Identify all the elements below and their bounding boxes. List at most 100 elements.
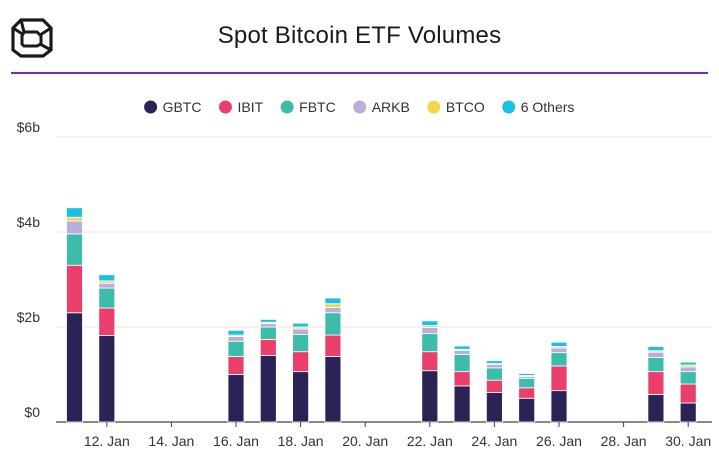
legend-item-6-others[interactable]: 6 Others [502,99,574,115]
bar-segment-gbtc[interactable] [292,371,310,423]
x-tick-label: 26. Jan [536,433,582,449]
bar-segment-gbtc[interactable] [324,356,342,423]
bar-segment-arkb[interactable] [227,336,245,342]
bar-segment-fbtc[interactable] [550,352,568,367]
bar-segment-arkb[interactable] [647,351,665,358]
bar-segment-btco[interactable] [66,216,83,222]
y-tick-label: $2b [17,309,41,325]
bar-segment-ibit[interactable] [292,351,310,373]
bar-segment-gbtc[interactable] [421,370,439,423]
bar-segment-gbtc[interactable] [453,385,471,423]
bar-segment-ibit[interactable] [324,334,342,357]
bar-segment-6-others[interactable] [227,329,245,336]
bar-segment-gbtc[interactable] [647,394,665,423]
legend-item-ibit[interactable]: IBIT [218,99,264,115]
bar-segment-6-others[interactable] [66,207,83,218]
x-axis-ticks: 12. Jan 14. Jan 16. Jan 18. Jan 20. Jan 22. J… [84,422,711,449]
bar-segment-gbtc[interactable] [679,402,697,423]
bar-segment-6-others[interactable] [292,322,310,328]
legend-swatch [427,100,441,114]
x-tick-label: 30. Jan [665,433,711,449]
y-axis-ticks: $0 $2b $4b $6b [17,119,41,420]
bar-segment-6-others[interactable] [259,318,277,323]
bar-segment-gbtc[interactable] [66,312,83,423]
bar-segment-6-others[interactable] [679,361,697,366]
gridlines [56,136,712,423]
bar-segment-arkb[interactable] [98,282,116,289]
bar-segment-ibit[interactable] [66,264,83,314]
bar-segment-ibit[interactable] [421,351,439,372]
bar-segment-arkb[interactable] [292,328,310,335]
legend-item-btco[interactable]: BTCO [427,99,485,115]
legend-swatch [502,100,516,114]
x-tick-label: 22. Jan [407,433,453,449]
bar-segment-arkb[interactable] [259,323,277,328]
chart-header: Spot Bitcoin ETF Volumes [0,0,719,74]
y-tick-label: $0 [24,404,40,420]
bar-segment-fbtc[interactable] [66,233,83,266]
bar-segment-arkb[interactable] [66,220,83,235]
bar-segment-btco[interactable] [324,303,342,308]
bar-segment-gbtc[interactable] [485,392,503,423]
x-tick-label: 16. Jan [213,433,259,449]
bar-segment-6-others[interactable] [421,320,439,326]
chart-title: Spot Bitcoin ETF Volumes [217,22,502,49]
bar-segment-ibit[interactable] [227,356,245,375]
bar-segment-6-others[interactable] [485,360,503,364]
bar-segment-ibit[interactable] [550,365,568,392]
bar-segment-ibit[interactable] [518,387,536,399]
x-tick-label: 28. Jan [601,433,647,449]
bar-segment-gbtc[interactable] [227,374,245,423]
bar-segment-arkb[interactable] [324,307,342,314]
bar-segment-fbtc[interactable] [647,356,665,373]
bar-segment-fbtc[interactable] [421,333,439,353]
legend-item-gbtc[interactable]: GBTC [144,99,201,115]
bar-segment-6-others[interactable] [324,297,342,305]
legend-label: BTCO [446,99,485,115]
bar-segment-arkb[interactable] [679,366,697,373]
legend-item-fbtc[interactable]: FBTC [280,99,336,115]
y-tick-label: $6b [17,119,41,135]
bar-segment-arkb[interactable] [421,327,439,335]
bar-segment-6-others[interactable] [453,345,471,350]
bar-segment-6-others[interactable] [550,341,568,347]
bar-segment-arkb[interactable] [485,364,503,369]
bar-segment-fbtc[interactable] [485,367,503,381]
bar-segment-arkb[interactable] [453,349,471,355]
bar-segment-fbtc[interactable] [679,371,697,385]
legend-swatch [218,100,232,114]
bar-segment-fbtc[interactable] [324,312,342,336]
bar-segment-6-others[interactable] [98,274,116,282]
bar-segment-6-others[interactable] [518,373,536,376]
bar-segment-gbtc[interactable] [518,397,536,423]
bar-segment-fbtc[interactable] [453,354,471,373]
legend-label: 6 Others [521,99,575,115]
legend-item-arkb[interactable]: ARKB [353,99,410,115]
bar-segment-gbtc[interactable] [98,335,116,423]
bar-segment-6-others[interactable] [647,346,665,352]
bar-segment-fbtc[interactable] [227,340,245,357]
bar-segment-gbtc[interactable] [259,355,277,423]
legend-label: ARKB [372,99,410,115]
bar-segment-ibit[interactable] [453,371,471,387]
bar-segment-fbtc[interactable] [518,377,536,389]
bar-segment-fbtc[interactable] [259,326,277,340]
bars [66,207,697,423]
bar-segment-ibit[interactable] [679,383,697,404]
bar-segment-fbtc[interactable] [292,334,310,353]
x-tick-label: 18. Jan [278,433,324,449]
legend-swatch [353,100,367,114]
bar-segment-ibit[interactable] [98,307,116,336]
legend-label: GBTC [163,99,202,115]
legend-swatch [144,100,158,114]
bar-segment-ibit[interactable] [259,338,277,356]
bar-segment-arkb[interactable] [550,347,568,354]
bar-segment-ibit[interactable] [485,379,503,393]
legend[interactable]: GBTC IBIT FBTC ARKB BTCO 6 Others [144,99,574,115]
bar-segment-ibit[interactable] [647,371,665,395]
legend-label: FBTC [299,99,336,115]
bar-segment-gbtc[interactable] [550,390,568,423]
bar-segment-fbtc[interactable] [98,287,116,309]
legend-label: IBIT [237,99,263,115]
